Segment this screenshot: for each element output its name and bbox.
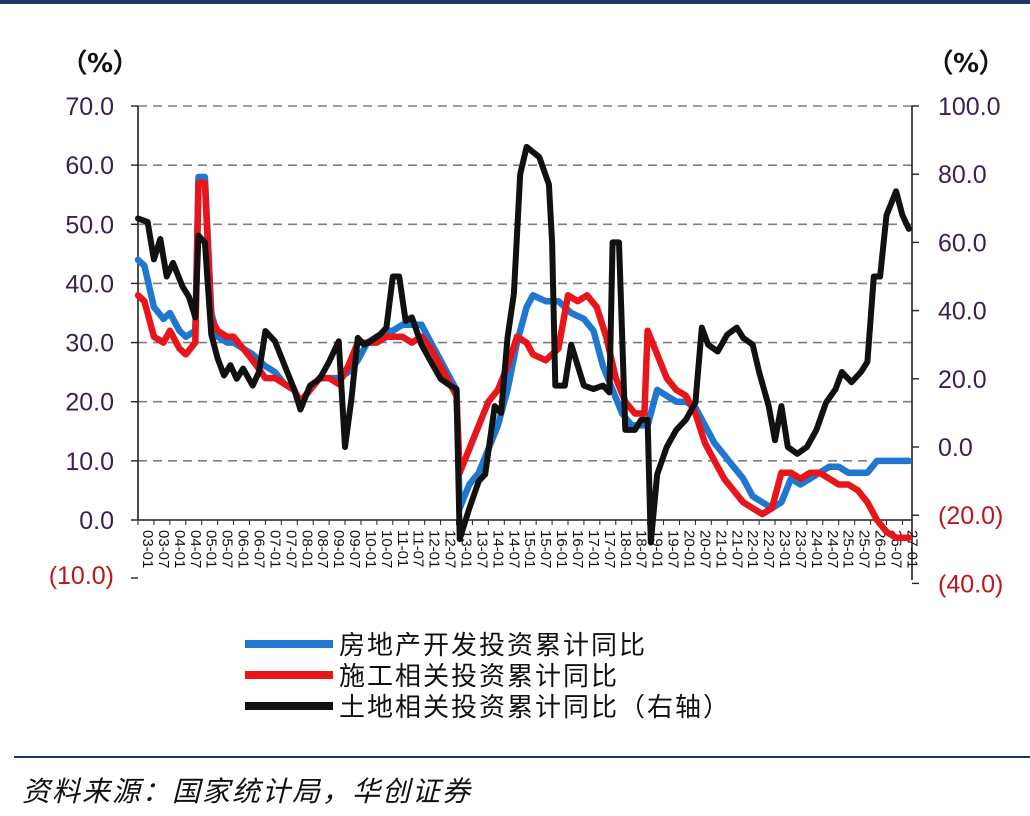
x-tick-label: 15-07 <box>537 530 554 568</box>
y-left-tick-label: 0.0 <box>79 507 114 535</box>
grid <box>138 105 912 462</box>
x-tick-label: 09-01 <box>330 530 347 568</box>
x-tick-label: 08-07 <box>314 530 331 568</box>
y-right-tick-label: (40.0) <box>938 570 1003 598</box>
x-tick-label: 20-01 <box>680 530 697 568</box>
x-tick-label: 11-07 <box>410 530 427 567</box>
x-tick-label: 16-07 <box>569 530 586 568</box>
x-tick-label: 25-07 <box>856 530 873 568</box>
x-tick-label: 10-07 <box>378 530 395 568</box>
x-tick-label: 19-07 <box>665 530 682 568</box>
x-tick-label: 07-01 <box>266 530 283 568</box>
x-tick-label: 09-07 <box>346 530 363 568</box>
legend-item-blue: 房地产开发投资累计同比 <box>245 628 731 661</box>
x-tick-label: 24-07 <box>824 530 841 568</box>
x-tick-label: 11-01 <box>394 530 411 567</box>
x-tick-label: 04-01 <box>171 530 188 568</box>
x-tick-label: 26-01 <box>872 530 889 568</box>
legend-swatch-red <box>245 670 333 679</box>
y-left-tick-label: 60.0 <box>65 152 114 180</box>
x-tick-label: 03-01 <box>139 530 156 568</box>
legend-item-black: 土地相关投资累计同比（右轴） <box>245 690 732 723</box>
right-unit-label: （%） <box>927 49 1005 79</box>
top-rule <box>0 0 1030 4</box>
x-tick-label: 21-07 <box>728 530 745 568</box>
x-tick-label: 05-07 <box>219 530 236 568</box>
bottom-rule <box>14 756 1030 758</box>
x-tick-label: 13-07 <box>473 530 490 568</box>
y-left-tick-label: (10.0) <box>49 562 114 590</box>
y-left-tick-label: 10.0 <box>65 448 114 476</box>
x-tick-label: 07-07 <box>282 530 299 568</box>
x-tick-label: 24-01 <box>808 530 825 568</box>
x-tick-label: 23-01 <box>776 530 793 568</box>
y-left-tick-label: 20.0 <box>65 389 114 417</box>
x-tick-label: 04-07 <box>187 530 204 568</box>
x-tick-label: 17-01 <box>585 530 602 568</box>
x-tick-label: 18-01 <box>617 530 634 568</box>
x-tick-label: 05-01 <box>203 530 220 568</box>
x-tick-label: 20-07 <box>696 530 713 568</box>
legend: 房地产开发投资累计同比 施工相关投资累计同比 土地相关投资累计同比（右轴） <box>245 628 732 723</box>
x-tick-label: 06-07 <box>250 530 267 568</box>
y-right-tick-label: (20.0) <box>938 502 1003 530</box>
legend-item-red: 施工相关投资累计同比 <box>245 659 731 692</box>
y-left-tick-label: 40.0 <box>65 270 114 298</box>
legend-label-blue: 房地产开发投资累计同比 <box>339 631 648 661</box>
series-line-1 <box>134 179 913 541</box>
legend-label-black: 土地相关投资累计同比（右轴） <box>339 693 732 723</box>
axes: 70.0 60.0 50.0 40.0 30.0 20.0 10.0 0.0 (10.0) 100… <box>49 93 1004 598</box>
y-right-tick-label: 40.0 <box>938 298 987 326</box>
x-tick-label: 18-07 <box>633 530 650 568</box>
x-tick-label: 14-07 <box>505 530 522 568</box>
source-note: 资料来源：国家统计局，华创证券 <box>22 775 473 808</box>
y-right-tick-label: 100.0 <box>938 93 1001 121</box>
x-tick-label: 03-07 <box>155 530 172 568</box>
line-chart: （%） （%） 70.0 60.0 50.0 40.0 30.0 20.0 10.0 0.0 (… <box>49 49 1005 598</box>
y-right-tick-label: 60.0 <box>938 229 987 257</box>
y-left-tick-label: 30.0 <box>65 330 114 358</box>
x-tick-label: 21-01 <box>712 530 729 568</box>
legend-swatch-blue <box>245 639 333 648</box>
series-line-2 <box>135 143 912 546</box>
x-tick-label: 16-01 <box>553 530 570 568</box>
y-left-tick-label: 50.0 <box>65 211 114 239</box>
legend-swatch-black <box>245 701 333 710</box>
x-tick-label: 12-01 <box>426 530 443 568</box>
y-right-tick-label: 0.0 <box>938 434 973 462</box>
x-tick-label: 25-01 <box>840 530 857 568</box>
left-unit-label: （%） <box>61 49 139 79</box>
x-tick-label: 23-07 <box>792 530 809 568</box>
x-tick-label: 08-01 <box>298 530 315 568</box>
y-right-tick-label: 80.0 <box>938 161 987 189</box>
x-tick-label: 22-07 <box>760 530 777 568</box>
x-tick-label: 22-01 <box>744 530 761 568</box>
y-right-tick-label: 20.0 <box>938 366 987 394</box>
y-left-tick-label: 70.0 <box>65 93 114 121</box>
series <box>134 143 913 546</box>
x-tick-label: 10-01 <box>362 530 379 568</box>
x-tick-label: 06-01 <box>235 530 252 568</box>
x-tick-label: 14-01 <box>489 530 506 568</box>
x-tick-label: 12-07 <box>442 530 459 568</box>
x-tick-label: 17-07 <box>601 530 618 568</box>
x-tick-label: 15-01 <box>521 530 538 568</box>
legend-label-red: 施工相关投资累计同比 <box>339 662 620 692</box>
